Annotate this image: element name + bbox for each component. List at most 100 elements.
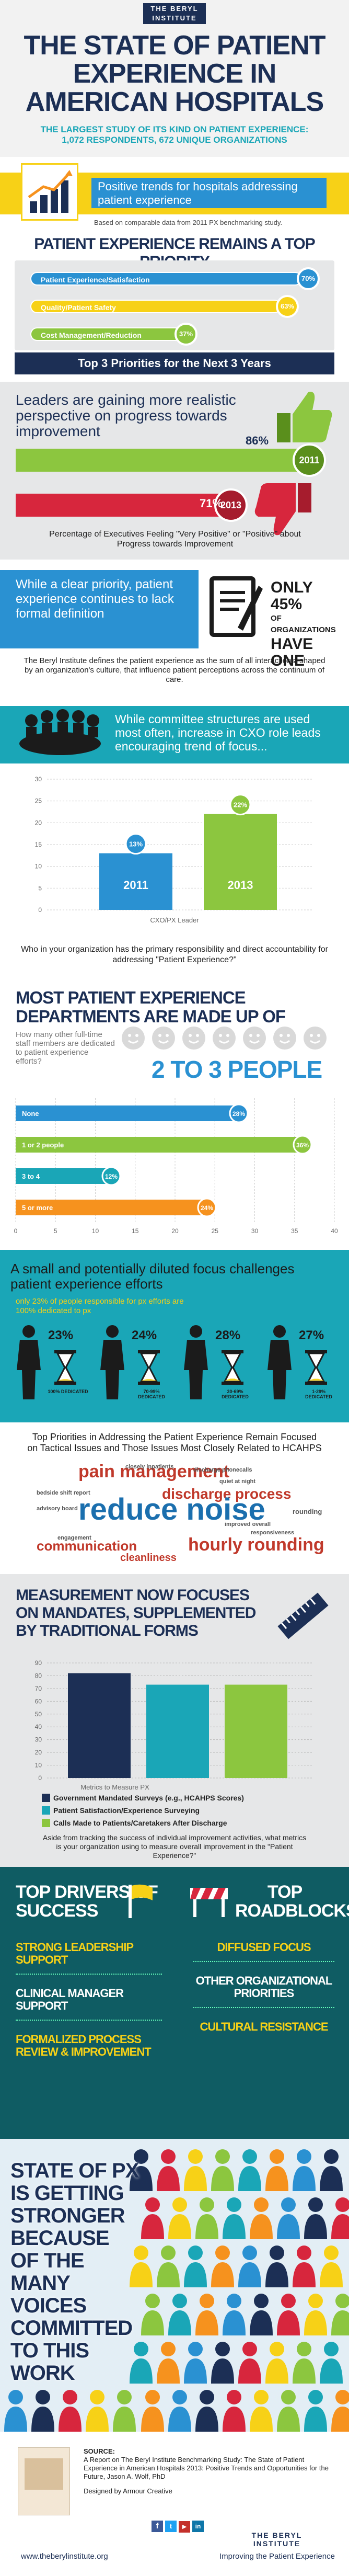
legend-item-2: Patient Satisfaction/Experience Surveyin… <box>42 1805 324 1818</box>
x-tick-label: 0 <box>14 1227 18 1235</box>
report-cover-image <box>25 2458 63 2490</box>
cloud-word: bedside shift report <box>37 1490 90 1496</box>
priority-label-2: Quality/Patient Safety <box>41 303 116 312</box>
face-icon <box>182 1027 205 1050</box>
y-tick-label: 15 <box>35 841 42 848</box>
person-icon-head <box>281 2294 296 2308</box>
person-icon-head <box>200 2294 214 2308</box>
person-icon-body <box>320 2166 343 2191</box>
legend-label-2: Patient Satisfaction/Experience Surveyin… <box>53 1806 200 1815</box>
person-icon-body <box>211 2358 234 2384</box>
social-icons: f t ▶ in <box>152 2521 204 2533</box>
person-icon-head <box>8 2390 23 2404</box>
hourglass-icon <box>138 1350 160 1385</box>
institute-line1: THE BERYL <box>150 5 199 13</box>
bar-2011 <box>99 853 172 910</box>
dedication-label: 30-69% DEDICATED <box>222 1389 249 1399</box>
committee-section: While committee structures are used most… <box>0 696 349 983</box>
person-icon-head <box>172 2390 187 2404</box>
person-icon-body <box>130 2358 153 2384</box>
footer-url[interactable]: www.theberylinstitute.org <box>21 2552 108 2561</box>
priority-panel: Patient Experience/Satisfaction 70% Qual… <box>15 260 334 350</box>
priority-section: PATIENT EXPERIENCE REMAINS A TOP PRIORIT… <box>0 235 349 382</box>
cloud-word: responsiveness <box>251 1530 295 1536</box>
legend-swatch-1 <box>42 1794 50 1802</box>
staff-chart: 0 5 10 15 20 25 30 35 40 None 28% 1 or 2 people 36% 3… <box>14 1098 338 1235</box>
measurement-caption: Aside from tracking the success of indiv… <box>42 1833 307 1860</box>
facebook-icon[interactable]: f <box>152 2521 163 2532</box>
face-icon <box>273 1027 296 1050</box>
y-tick-label: 80 <box>35 1672 42 1679</box>
cloud-word: cleanliness <box>120 1552 177 1564</box>
y-tick-label: 25 <box>35 797 42 805</box>
person-icon-body <box>238 2166 261 2191</box>
y-tick-label: 40 <box>35 1723 42 1730</box>
person-icon-head <box>254 2390 269 2404</box>
cxo-chart: 0 5 10 15 20 25 30 2011 13% 2013 22% CXO/PX Leader <box>35 776 313 924</box>
face-icon <box>304 1027 327 1050</box>
person-icon-body <box>320 2262 343 2287</box>
linkedin-icon[interactable]: in <box>192 2521 204 2532</box>
footer-logo-line1: THE BERYL <box>251 2531 303 2539</box>
x-tick-label: 40 <box>331 1227 338 1235</box>
meeting-icon <box>16 705 104 765</box>
person-icon-head <box>254 2294 269 2308</box>
bar-value-label: 13% <box>129 840 143 848</box>
leaders-section: Leaders are gaining more realistic persp… <box>0 382 349 560</box>
hourglass-icon <box>54 1350 76 1385</box>
person-icon-head <box>308 2294 323 2308</box>
priority-label-1: Patient Experience/Satisfaction <box>41 276 150 284</box>
ruler-icon <box>272 1585 334 1650</box>
face-smile <box>189 1040 199 1044</box>
person-icon-body <box>195 2310 218 2335</box>
hourglass-icon <box>305 1350 327 1385</box>
hourglass-bottom <box>222 1382 243 1385</box>
person-icon-head <box>200 2390 214 2404</box>
source-block: SOURCE: A Report on The Beryl Institute … <box>84 2447 329 2495</box>
trends-text-box: Positive trends for hospitals addressing… <box>91 178 327 208</box>
hourglass-icon <box>222 1350 243 1385</box>
hourglass-glass <box>56 1352 75 1383</box>
youtube-icon[interactable]: ▶ <box>179 2521 190 2533</box>
person-icon-body <box>211 2166 234 2191</box>
person-icon-head <box>281 2197 296 2212</box>
x-tick-label: 15 <box>132 1227 139 1235</box>
twitter-icon[interactable]: t <box>165 2521 177 2532</box>
roadblocks-title: TOP ROADBLOCKS <box>235 1882 349 1921</box>
hourglass-sand <box>308 1378 324 1381</box>
person-icon-head <box>270 2342 284 2356</box>
person-icon-head <box>90 2390 104 2404</box>
face-smile <box>310 1040 320 1044</box>
person-icon-head <box>215 2342 230 2356</box>
hourglass-top <box>222 1350 243 1353</box>
person-icon-head <box>161 2149 176 2164</box>
flag-icon <box>125 1883 157 1922</box>
driver-item-2: CLINICAL MANAGER SUPPORT <box>16 1987 162 2021</box>
person-icon-body <box>293 2358 316 2384</box>
person-icon-body <box>331 2407 349 2432</box>
definition-body: The Beryl Institute defines the patient … <box>24 656 325 684</box>
thumbs-down-icon <box>246 481 319 546</box>
leaders-up-year: 2011 <box>293 443 326 477</box>
cloud-word: discharge phonecalls <box>193 1467 252 1473</box>
priority-value-3: 37% <box>174 323 197 346</box>
thumbs-up-icon <box>272 387 334 447</box>
hourglass-glass <box>223 1352 242 1383</box>
person-silhouette-icon <box>17 1325 41 1399</box>
cloud-word: rounding <box>293 1508 322 1515</box>
person-icon-head <box>227 2390 241 2404</box>
person-icon-head <box>145 2294 160 2308</box>
person-icon-body <box>168 2310 191 2335</box>
x-axis-label: CXO/PX Leader <box>150 916 199 924</box>
roadblock-item-3: CULTURAL RESISTANCE <box>200 2020 329 2033</box>
y-tick-label: 90 <box>35 1659 42 1667</box>
roadblock-item-1: DIFFUSED FOCUS <box>193 1941 334 1962</box>
person-icon-head <box>227 2197 241 2212</box>
person-silhouette-icon <box>267 1325 292 1399</box>
committee-text: While committee structures are used most… <box>115 712 321 753</box>
person-icon-body <box>113 2407 136 2432</box>
hourglass-bottom <box>54 1382 76 1385</box>
person-icon-body <box>265 2358 288 2384</box>
trends-text: Positive trends for hospitals addressing… <box>98 180 298 207</box>
person-icon-head <box>172 2294 187 2308</box>
